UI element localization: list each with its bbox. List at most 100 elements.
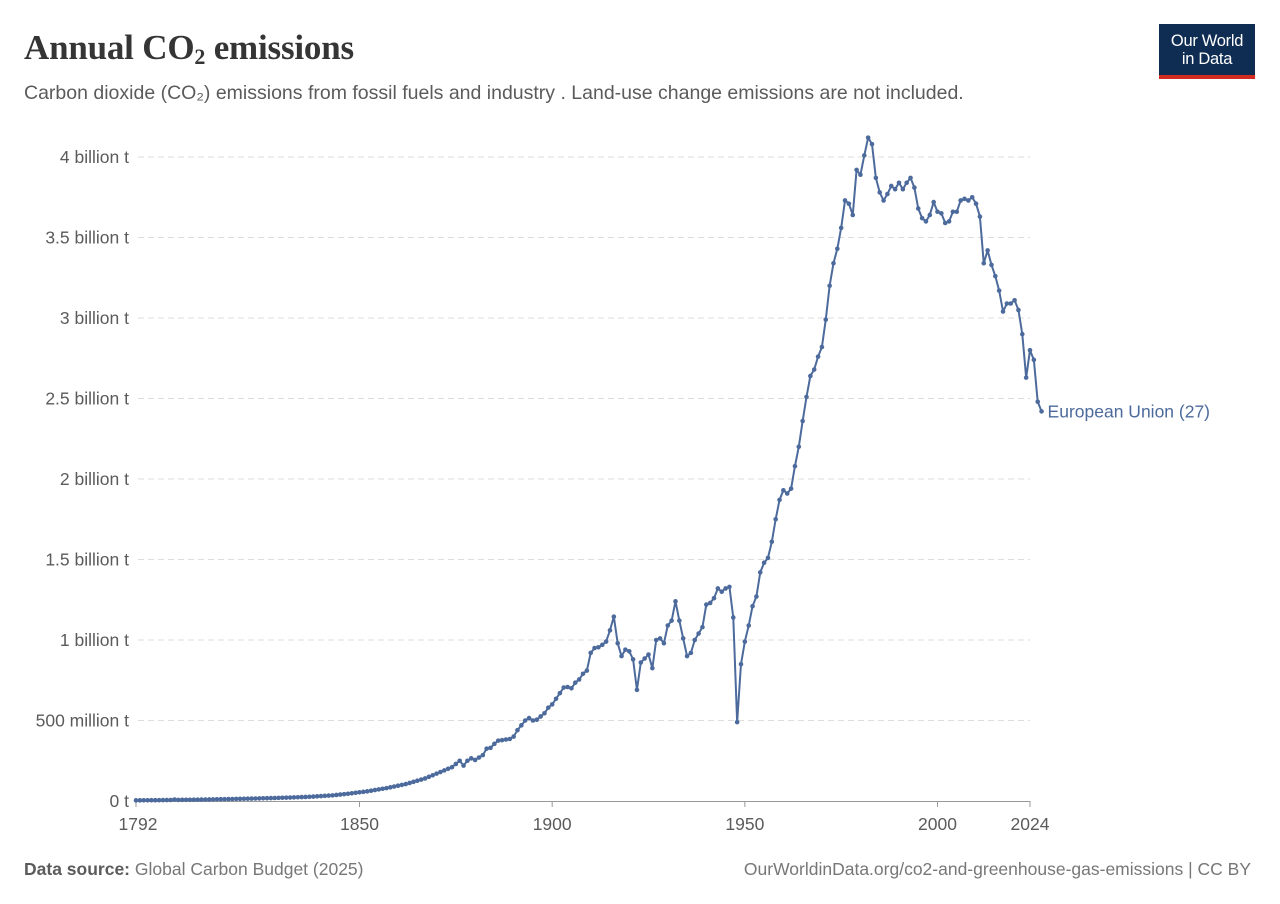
data-point[interactable] [580,671,586,677]
data-point[interactable] [923,219,929,224]
data-point[interactable] [257,796,262,801]
data-point[interactable] [149,797,154,803]
data-point[interactable] [291,795,297,800]
data-point[interactable] [372,787,378,793]
data-point[interactable] [561,685,567,690]
data-point[interactable] [827,283,832,289]
data-point[interactable] [322,793,328,799]
data-point[interactable] [422,776,428,781]
data-point[interactable] [927,212,933,218]
data-point[interactable] [881,198,886,203]
data-point[interactable] [310,794,316,799]
data-point[interactable] [796,444,802,450]
data-point[interactable] [981,260,987,266]
data-point[interactable] [384,785,389,791]
data-point[interactable] [476,755,482,760]
data-point[interactable] [869,141,875,147]
data-point[interactable] [885,191,890,197]
data-point[interactable] [942,220,948,226]
data-point[interactable] [253,796,258,801]
data-point[interactable] [530,718,536,723]
data-point[interactable] [426,774,432,780]
data-point[interactable] [977,214,983,219]
data-point[interactable] [781,487,786,493]
data-point[interactable] [337,792,343,797]
data-point[interactable] [152,797,158,803]
data-point[interactable] [757,570,763,575]
data-point[interactable] [896,180,902,186]
data-point[interactable] [653,637,659,643]
data-point[interactable] [368,788,374,793]
data-point[interactable] [646,652,651,657]
data-point[interactable] [576,677,582,682]
data-point[interactable] [634,687,640,693]
data-point[interactable] [596,644,601,650]
data-point[interactable] [133,798,139,803]
data-point[interactable] [630,657,636,662]
data-point[interactable] [761,560,767,566]
data-point[interactable] [438,769,443,775]
data-point[interactable] [688,650,694,656]
data-point[interactable] [915,206,921,211]
data-point[interactable] [792,463,798,469]
data-point[interactable] [1023,375,1029,380]
data-point[interactable] [888,183,894,189]
data-point[interactable] [441,768,447,773]
data-point[interactable] [376,787,382,792]
data-point[interactable] [345,791,351,797]
data-point[interactable] [773,516,778,522]
data-point[interactable] [522,718,528,723]
data-point[interactable] [168,797,173,803]
data-point[interactable] [276,795,281,801]
data-point[interactable] [445,766,451,772]
data-point[interactable] [623,647,628,652]
data-point[interactable] [966,198,971,203]
data-point[interactable] [908,175,913,181]
data-point[interactable] [661,640,667,646]
data-point[interactable] [145,797,150,803]
data-point[interactable] [538,714,543,719]
data-point[interactable] [904,180,909,186]
data-point[interactable] [515,727,520,733]
data-point[interactable] [349,790,355,796]
data-point[interactable] [492,741,497,747]
data-point[interactable] [607,628,613,633]
data-point[interactable] [823,317,829,322]
data-point[interactable] [418,777,424,782]
data-point[interactable] [734,719,740,725]
data-point[interactable] [449,764,455,770]
data-point[interactable] [754,594,759,599]
data-point[interactable] [488,745,493,751]
data-point[interactable] [222,796,227,802]
data-point[interactable] [519,723,524,728]
data-point[interactable] [156,797,162,803]
data-point[interactable] [946,219,952,224]
data-point[interactable] [730,615,736,620]
data-point[interactable] [804,394,809,400]
data-point[interactable] [407,780,412,786]
data-point[interactable] [245,796,251,801]
data-point[interactable] [892,186,898,192]
data-point[interactable] [1039,409,1044,414]
data-point[interactable] [784,491,790,496]
data-point[interactable] [815,354,821,359]
data-point[interactable] [507,736,513,742]
data-point[interactable] [950,209,956,215]
data-point[interactable] [430,772,436,778]
data-point[interactable] [199,797,204,802]
data-point[interactable] [341,791,347,797]
data-point[interactable] [461,763,466,768]
data-point[interactable] [403,781,409,787]
data-point[interactable] [931,199,936,205]
data-point[interactable] [241,796,247,802]
data-point[interactable] [912,185,917,190]
data-point[interactable] [742,639,748,644]
data-point[interactable] [299,794,305,800]
data-point[interactable] [565,684,570,690]
data-point[interactable] [415,778,420,784]
data-point[interactable] [453,761,459,767]
data-point[interactable] [391,784,397,789]
data-point[interactable] [969,194,975,200]
data-point[interactable] [203,797,208,802]
data-point[interactable] [280,795,285,801]
